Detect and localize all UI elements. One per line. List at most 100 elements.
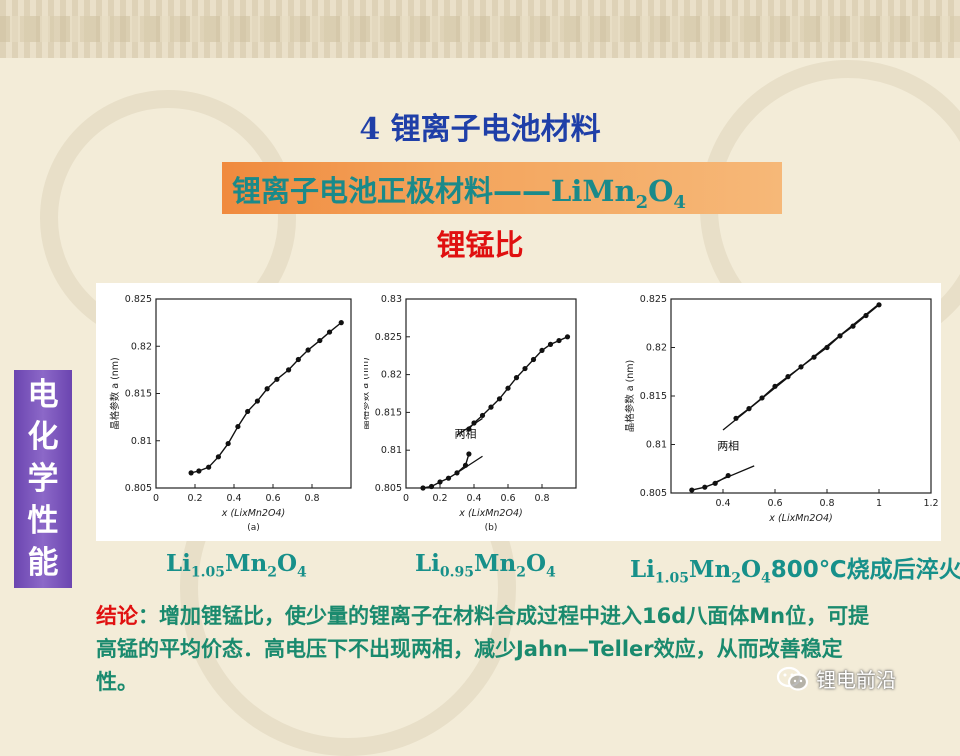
caption-part: Li (630, 556, 655, 583)
x-tick-label: 0.2 (187, 493, 202, 504)
data-point (556, 337, 562, 344)
y-tick-label: 0.81 (131, 436, 152, 447)
x-tick-label: 0 (153, 493, 159, 504)
data-point (286, 367, 292, 373)
formula-part: O (648, 174, 674, 208)
plot-frame (405, 298, 577, 489)
caption-part: Li (166, 550, 191, 577)
chart-a: 0 0.2 0.4 0.6 0.8 0.805 0.81 0.815 0.82 0.825 x (L… (109, 294, 352, 533)
data-point (539, 347, 545, 354)
slide-title: 4 锂离子电池材料 (359, 112, 601, 147)
side-label-char: 化 (27, 419, 59, 455)
y-axis-label: 晶格参数 a (nm) (624, 360, 636, 433)
annotation-label: 两相 (455, 427, 477, 440)
data-point (785, 374, 791, 380)
caption-subscript: 2 (267, 564, 277, 581)
data-point (712, 480, 718, 486)
data-point (428, 483, 435, 490)
data-point (338, 320, 344, 326)
side-section-label: 电 化 学 性 能 (14, 370, 72, 588)
data-point (264, 386, 270, 392)
caption-subscript: 4 (546, 564, 556, 581)
caption-subscript: 4 (297, 564, 307, 581)
data-point (811, 354, 817, 360)
guide-line (456, 455, 483, 474)
x-tick-label: 0.8 (304, 493, 319, 504)
data-point (206, 464, 212, 470)
caption-subscript: 4 (761, 570, 771, 587)
caption-part: Mn (689, 556, 732, 583)
side-label-char: 能 (27, 545, 59, 581)
data-point (454, 470, 460, 476)
data-point (420, 485, 426, 491)
series-line (691, 474, 729, 491)
conclusion-text: 结论：增加锂锰比，使少量的锂离子在材料合成过程中进入16d八面体Mn位，可提高锰… (96, 600, 876, 699)
series-line (422, 453, 470, 489)
x-tick-label: 0.6 (265, 493, 280, 504)
data-point (305, 347, 311, 353)
y-tick-label: 0.805 (375, 483, 402, 494)
y-tick-label: 0.81 (381, 445, 402, 456)
figure-panel: 0 0.2 0.4 0.6 0.8 0.805 0.81 0.815 0.82 0.825 x (L… (96, 283, 941, 541)
data-point (488, 404, 494, 410)
data-point (547, 341, 554, 347)
side-label-char: 性 (27, 503, 59, 539)
panel-label: (a) (247, 523, 260, 533)
series-line (735, 304, 880, 419)
data-point (471, 420, 477, 426)
decorative-top-band (0, 0, 960, 58)
wechat-icon (776, 666, 809, 691)
data-point (274, 376, 280, 382)
data-point (466, 426, 472, 432)
data-point (317, 337, 323, 344)
data-point (876, 302, 882, 308)
caption-chart-a: Li1.05Mn2O4 (166, 550, 307, 581)
formula-subscript: 4 (673, 191, 686, 213)
plot-frame (670, 298, 932, 494)
data-point (188, 470, 194, 476)
data-point (733, 415, 739, 421)
y-axis-label: 晶格参数 a (nm) (109, 357, 121, 430)
caption-part: Li (415, 550, 440, 577)
data-point (824, 344, 830, 351)
watermark: 锂电前沿 (776, 664, 896, 693)
x-tick-label: 0.2 (432, 493, 447, 504)
data-point (445, 475, 452, 481)
x-tick-label: 0.8 (534, 493, 549, 504)
caption-part: Mn (474, 550, 517, 577)
y-tick-label: 0.805 (125, 483, 152, 494)
y-tick-label: 0.82 (646, 343, 667, 354)
data-point (759, 395, 765, 401)
data-point (326, 329, 333, 335)
y-tick-label: 0.825 (375, 332, 402, 343)
x-axis-label: x (LixMn2O4) (768, 513, 832, 524)
data-point (522, 365, 528, 372)
data-point (702, 484, 708, 490)
x-tick-label: 0.8 (819, 498, 834, 509)
caption-part: O (525, 550, 547, 577)
caption-suffix: 800℃烧成后淬火 (770, 557, 960, 583)
data-point (254, 398, 260, 404)
data-point (798, 364, 804, 370)
y-tick-label: 0.825 (125, 294, 152, 305)
x-tick-label: 0.4 (226, 493, 241, 504)
y-tick-label: 0.815 (125, 389, 152, 400)
formula-subscript: 2 (635, 191, 649, 213)
caption-subscript: 2 (731, 570, 741, 587)
y-tick-label: 0.82 (381, 370, 402, 381)
data-point (462, 462, 469, 468)
caption-subscript: 1.05 (190, 564, 226, 581)
x-tick-label: 1.2 (923, 498, 938, 509)
x-tick-label: 0.6 (767, 498, 782, 509)
y-tick-label: 0.815 (375, 407, 402, 418)
x-axis-label: x (LixMn2O4) (221, 508, 285, 519)
caption-part: O (276, 550, 298, 577)
data-point (466, 451, 472, 457)
slide-subtitle: 锂离子电池正极材料——LiMn2O4 (232, 168, 686, 213)
data-point (725, 472, 731, 479)
watermark-text: 锂电前沿 (816, 668, 896, 692)
caption-subscript: 2 (516, 564, 526, 581)
data-point (837, 333, 843, 339)
caption-chart-c: Li1.05Mn2O4800℃烧成后淬火 (630, 550, 960, 587)
